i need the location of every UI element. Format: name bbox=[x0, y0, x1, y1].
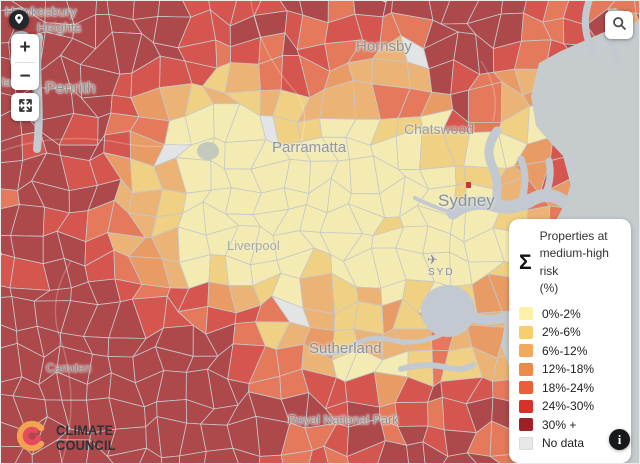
climate-council-logo: CLIMATE COUNCIL bbox=[13, 417, 120, 460]
zoom-control-group: + − bbox=[11, 34, 39, 90]
zoom-out-button[interactable]: − bbox=[11, 63, 39, 91]
legend-item: 30% + bbox=[519, 416, 621, 435]
region-polygon[interactable] bbox=[377, 440, 411, 464]
region-polygon[interactable] bbox=[634, 1, 640, 20]
legend-title-line: (%) bbox=[539, 281, 559, 296]
region-polygon[interactable] bbox=[280, 449, 313, 464]
legend-title: Properties at medium-high risk (%) bbox=[540, 228, 621, 298]
waterway bbox=[413, 196, 455, 215]
legend-label: 24%-30% bbox=[542, 399, 595, 414]
logo-line2: COUNCIL bbox=[56, 437, 116, 453]
waterway bbox=[517, 155, 529, 205]
zoom-in-button[interactable]: + bbox=[11, 34, 39, 62]
legend-item: 0%-2% bbox=[519, 305, 621, 324]
region-polygon[interactable] bbox=[257, 454, 284, 464]
legend-title-line: medium-high risk bbox=[539, 246, 609, 278]
legend-title-row: Σ Properties at medium-high risk (%) bbox=[519, 228, 621, 298]
fullscreen-button[interactable] bbox=[11, 93, 39, 121]
region-polygon[interactable] bbox=[323, 445, 351, 464]
legend-items: 0%-2% 2%-6% 6%-12% 12%-18% 18%-24% 24%-30% 30%… bbox=[519, 305, 621, 453]
reservoir bbox=[197, 142, 219, 160]
climate-council-logo-icon bbox=[13, 417, 51, 460]
legend-label: No data bbox=[542, 436, 585, 451]
region-polygon[interactable] bbox=[442, 452, 481, 464]
fullscreen-icon bbox=[18, 98, 33, 116]
region-polygon[interactable] bbox=[466, 452, 506, 464]
waterway bbox=[581, 1, 597, 55]
region-polygon[interactable] bbox=[161, 455, 181, 464]
region-polygon[interactable] bbox=[106, 447, 148, 464]
region-polygon[interactable] bbox=[11, 296, 38, 332]
legend-item: 18%-24% bbox=[519, 379, 621, 398]
region-polygon[interactable] bbox=[131, 447, 163, 464]
legend-item: 24%-30% bbox=[519, 397, 621, 416]
region-polygon[interactable] bbox=[1, 445, 25, 464]
legend-swatch bbox=[519, 381, 533, 395]
legend-swatch bbox=[519, 418, 533, 432]
waterway bbox=[316, 328, 451, 356]
legend-label: 30% + bbox=[542, 417, 577, 432]
map-pin-button[interactable] bbox=[9, 10, 29, 30]
info-button[interactable]: i bbox=[609, 429, 630, 450]
zoom-divider bbox=[15, 61, 35, 63]
legend-title-line: Properties at bbox=[539, 229, 608, 243]
region-polygon[interactable] bbox=[422, 441, 449, 464]
sigma-icon: Σ bbox=[519, 250, 532, 274]
region-polygon[interactable] bbox=[299, 272, 336, 315]
region-polygon[interactable] bbox=[179, 450, 207, 464]
region-polygon[interactable] bbox=[394, 401, 429, 427]
waterway bbox=[398, 362, 476, 372]
region-polygon[interactable] bbox=[635, 12, 640, 46]
legend-label: 6%-12% bbox=[542, 343, 588, 358]
legend-label: 0%-2% bbox=[542, 306, 581, 321]
legend-panel: Σ Properties at medium-high risk (%) 0%-2%… bbox=[509, 219, 631, 463]
climate-council-logo-text: CLIMATE COUNCIL bbox=[56, 423, 116, 453]
region-polygon[interactable] bbox=[353, 301, 384, 335]
region-polygon[interactable] bbox=[346, 439, 387, 464]
region-polygon[interactable] bbox=[427, 396, 445, 431]
legend-swatch bbox=[519, 362, 533, 376]
waterway bbox=[464, 311, 512, 325]
search-icon bbox=[612, 16, 627, 34]
region-polygon[interactable] bbox=[57, 439, 91, 464]
legend-swatch bbox=[519, 307, 533, 321]
waterway bbox=[484, 126, 502, 210]
legend-label: 18%-24% bbox=[542, 380, 595, 395]
region-polygon[interactable] bbox=[371, 58, 411, 89]
legend-item: 2%-6% bbox=[519, 323, 621, 342]
legend-label: 12%-18% bbox=[542, 362, 595, 377]
botany-bay bbox=[421, 285, 475, 337]
map-pin-icon bbox=[13, 13, 25, 28]
legend-label: 2%-6% bbox=[542, 325, 581, 340]
region-polygon[interactable] bbox=[31, 439, 66, 464]
logo-line1: CLIMATE bbox=[56, 423, 114, 439]
legend-swatch bbox=[519, 325, 533, 339]
legend-swatch bbox=[519, 399, 533, 413]
region-polygon[interactable] bbox=[95, 1, 110, 16]
region-polygon[interactable] bbox=[306, 445, 329, 464]
legend-swatch bbox=[519, 344, 533, 358]
waterway bbox=[540, 157, 554, 201]
legend-item: 6%-12% bbox=[519, 342, 621, 361]
region-polygon[interactable] bbox=[232, 447, 261, 464]
region-polygon[interactable] bbox=[406, 441, 427, 464]
region-polygon[interactable] bbox=[224, 62, 261, 94]
region-polygon[interactable] bbox=[86, 439, 116, 464]
region-polygon[interactable] bbox=[203, 447, 240, 464]
region-polygon[interactable] bbox=[8, 446, 33, 464]
legend-item: No data bbox=[519, 434, 621, 453]
search-button[interactable] bbox=[605, 11, 633, 39]
legend-swatch bbox=[519, 436, 533, 450]
legend-item: 12%-18% bbox=[519, 360, 621, 379]
